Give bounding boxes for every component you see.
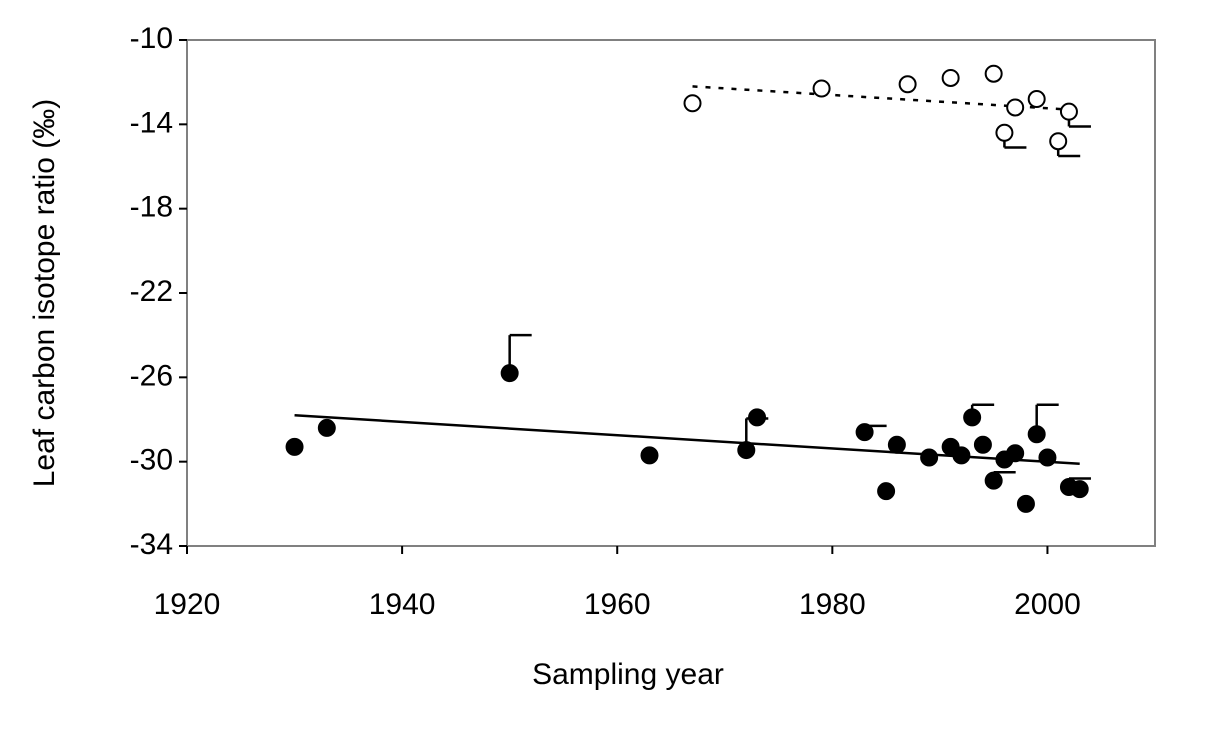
point	[995, 123, 1014, 142]
x-axis-label: Sampling year	[532, 658, 724, 691]
point	[920, 448, 939, 467]
point	[984, 471, 1003, 490]
point	[855, 423, 874, 442]
y-tick-label: -26	[130, 359, 173, 392]
point	[898, 75, 917, 94]
point	[640, 446, 659, 465]
y-tick-label: -10	[130, 22, 173, 55]
point	[1038, 448, 1057, 467]
y-tick-label: -34	[130, 528, 173, 561]
plot-frame	[186, 39, 1156, 547]
x-tick-label: 1960	[584, 588, 651, 621]
point	[1006, 444, 1025, 463]
point	[1070, 480, 1089, 499]
point	[500, 364, 519, 383]
y-tick-label: -30	[130, 444, 173, 477]
point	[1006, 98, 1025, 117]
point	[748, 408, 767, 427]
point	[1027, 90, 1046, 109]
point	[1027, 425, 1046, 444]
y-tick-label: -18	[130, 191, 173, 224]
point	[1059, 102, 1078, 121]
y-tick-label: -22	[130, 275, 173, 308]
point	[887, 435, 906, 454]
point	[812, 79, 831, 98]
x-tick-label: 2000	[1014, 588, 1081, 621]
point	[877, 482, 896, 501]
point	[984, 64, 1003, 83]
point	[737, 441, 756, 460]
x-tick-label: 1980	[799, 588, 866, 621]
x-tick-label: 1920	[154, 588, 221, 621]
trend-line	[692, 85, 1070, 111]
point	[1016, 494, 1035, 513]
point	[285, 437, 304, 456]
point	[317, 418, 336, 437]
point	[963, 408, 982, 427]
point	[1049, 132, 1068, 151]
point	[952, 446, 971, 465]
point	[941, 68, 960, 87]
point	[973, 435, 992, 454]
x-tick-label: 1940	[369, 588, 436, 621]
point	[683, 94, 702, 113]
y-axis-label: Leaf carbon isotope ratio (‰)	[28, 99, 61, 488]
y-tick-label: -14	[130, 106, 173, 139]
